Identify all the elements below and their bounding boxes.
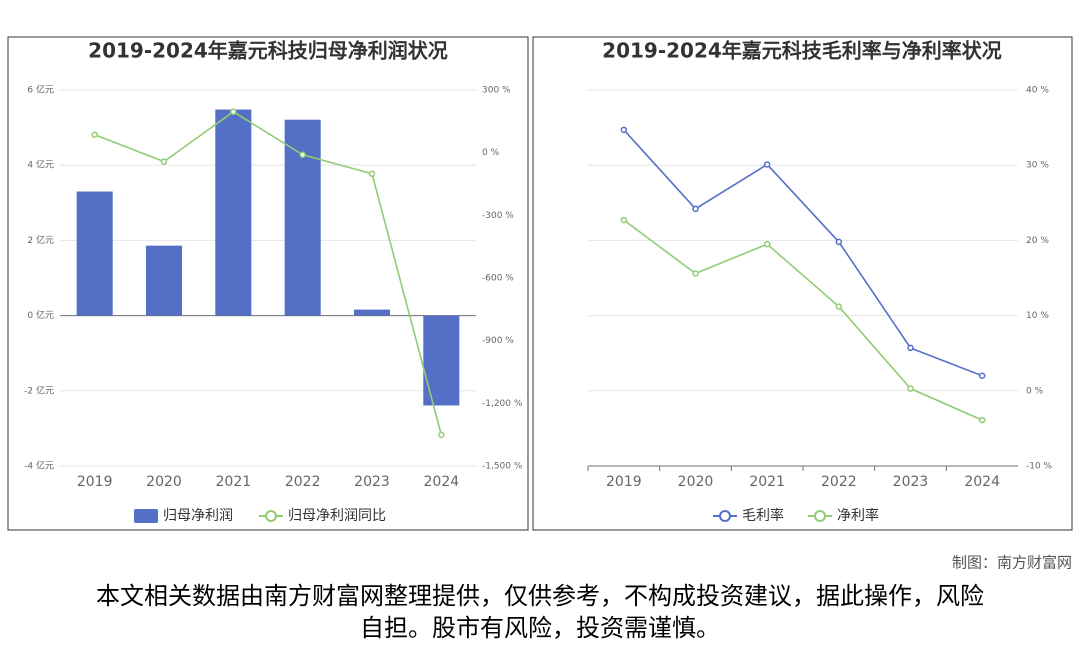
chart-title: 2019-2024年嘉元科技归母净利润状况 — [88, 39, 448, 63]
line — [623, 129, 983, 377]
y2-tick-label: -300 % — [482, 211, 514, 221]
point — [692, 205, 699, 213]
legend-icon — [134, 509, 158, 523]
point — [230, 108, 237, 115]
legend-icon — [814, 510, 826, 522]
source: 制图：南方财富网 — [952, 554, 1072, 572]
y-tick-label: 0 % — [1026, 386, 1044, 396]
point — [620, 216, 628, 224]
y2-tick-label: -1,200 % — [482, 399, 523, 409]
bar — [423, 315, 460, 406]
legend-label: 归母净利润同比 — [288, 507, 386, 524]
y2-tick-label: 0 % — [482, 148, 500, 158]
point — [438, 431, 445, 439]
y-tick-label: 0 亿元 — [27, 309, 54, 321]
point — [620, 126, 628, 134]
legend-label: 净利率 — [837, 507, 879, 524]
bar — [353, 309, 391, 316]
x-tick-label: 2021 — [216, 474, 252, 490]
bar — [284, 119, 321, 316]
point — [835, 238, 843, 246]
x-tick-label: 2023 — [893, 474, 929, 490]
point — [763, 161, 771, 168]
x-tick-label: 2019 — [77, 474, 113, 490]
point — [978, 372, 986, 380]
point — [368, 170, 376, 178]
y2-tick-label: 300 % — [482, 86, 511, 96]
point — [978, 416, 986, 424]
x-tick-label: 2019 — [606, 474, 642, 490]
y2-tick-label: -600 % — [482, 274, 514, 284]
y-tick-label: 10 % — [1026, 311, 1049, 321]
legend-icon — [265, 510, 277, 522]
point — [160, 158, 168, 165]
legend-icon — [719, 510, 731, 522]
x-tick-label: 2022 — [821, 474, 857, 490]
x-tick-label: 2020 — [146, 474, 182, 490]
point — [907, 385, 914, 392]
y-tick-label: 6 亿元 — [27, 84, 54, 96]
chart-title: 2019-2024年嘉元科技毛利率与净利率状况 — [602, 39, 1002, 63]
y-tick-label: -4 亿元 — [24, 460, 54, 472]
point — [763, 240, 771, 248]
bar — [76, 191, 113, 316]
line — [94, 110, 443, 436]
x-tick-label: 2022 — [285, 474, 321, 490]
y2-tick-label: -900 % — [482, 336, 514, 346]
y-tick-label: -2 亿元 — [24, 384, 54, 396]
point — [299, 151, 306, 159]
y-tick-label: 20 % — [1026, 236, 1049, 246]
point — [91, 131, 98, 138]
y-tick-label: 4 亿元 — [27, 159, 54, 171]
y-tick-label: 2 亿元 — [27, 234, 54, 246]
panel-border — [532, 36, 1073, 531]
legend-label: 毛利率 — [742, 507, 784, 524]
y2-tick-label: -1,500 % — [482, 462, 523, 472]
panel-border — [7, 36, 529, 531]
line — [623, 219, 983, 421]
legend-label: 归母净利润 — [163, 507, 233, 524]
bar — [215, 109, 252, 316]
disclaimer: 本文相关数据由南方财富网整理提供，仅供参考，不构成投资建议，据此操作，风险自担。… — [96, 582, 984, 642]
x-tick-label: 2023 — [354, 474, 390, 490]
x-tick-label: 2020 — [678, 474, 714, 490]
point — [907, 344, 914, 352]
x-tick-label: 2024 — [964, 474, 1000, 490]
y-tick-label: 40 % — [1026, 86, 1049, 96]
y-tick-label: -10 % — [1026, 462, 1053, 472]
x-tick-label: 2021 — [749, 474, 785, 490]
charts: 制图：南方财富网 2019-2024年嘉元科技归母净利润状况 -4 亿元 -2 亿元… — [7, 36, 1073, 572]
x-tick-label: 2024 — [424, 474, 460, 490]
point — [835, 303, 843, 310]
point — [692, 270, 699, 277]
y-tick-label: 30 % — [1026, 161, 1049, 171]
bar — [145, 245, 183, 316]
